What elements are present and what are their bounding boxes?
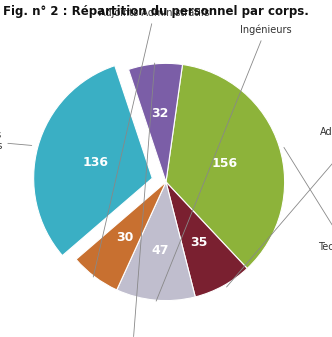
Text: Administrateurs: Administrateurs bbox=[226, 127, 332, 287]
Text: 35: 35 bbox=[190, 236, 208, 249]
Wedge shape bbox=[76, 182, 166, 290]
Wedge shape bbox=[166, 64, 285, 269]
Wedge shape bbox=[117, 182, 195, 301]
Wedge shape bbox=[166, 182, 247, 297]
Text: 30: 30 bbox=[116, 231, 133, 244]
Text: 32: 32 bbox=[151, 107, 168, 120]
Text: Rédacteurs: Rédacteurs bbox=[105, 63, 160, 337]
Text: Adjoints
Techniques: Adjoints Techniques bbox=[0, 130, 32, 151]
Text: Fig. n° 2 : Répartition du personnel par corps.: Fig. n° 2 : Répartition du personnel par… bbox=[3, 5, 309, 18]
Text: 136: 136 bbox=[82, 156, 108, 169]
Text: 47: 47 bbox=[151, 244, 169, 257]
Wedge shape bbox=[128, 63, 183, 182]
Text: 156: 156 bbox=[212, 157, 238, 170]
Wedge shape bbox=[34, 66, 152, 255]
Text: Ingénieurs: Ingénieurs bbox=[156, 25, 291, 301]
Text: Techniciens: Techniciens bbox=[284, 147, 332, 252]
Text: Adjoints Administratifs: Adjoints Administratifs bbox=[93, 8, 209, 277]
